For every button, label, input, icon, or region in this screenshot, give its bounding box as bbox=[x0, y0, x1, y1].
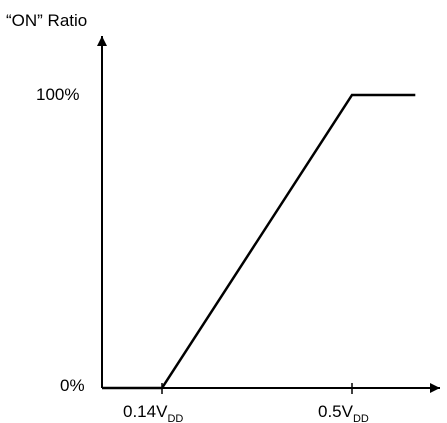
y-tick-label-100: 100% bbox=[36, 85, 79, 104]
x-tick-label-0.14: 0.14VDD bbox=[123, 402, 183, 423]
series-line bbox=[102, 93, 416, 390]
y-axis-label: “ON” Ratio bbox=[6, 11, 87, 30]
x-tick-label-0.5: 0.5VDD bbox=[318, 402, 369, 423]
y-tick-label-0: 0% bbox=[60, 376, 85, 395]
